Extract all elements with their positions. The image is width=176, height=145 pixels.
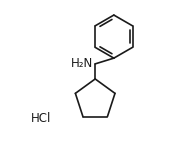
Text: HCl: HCl	[31, 112, 51, 125]
Text: H₂N: H₂N	[71, 57, 93, 70]
